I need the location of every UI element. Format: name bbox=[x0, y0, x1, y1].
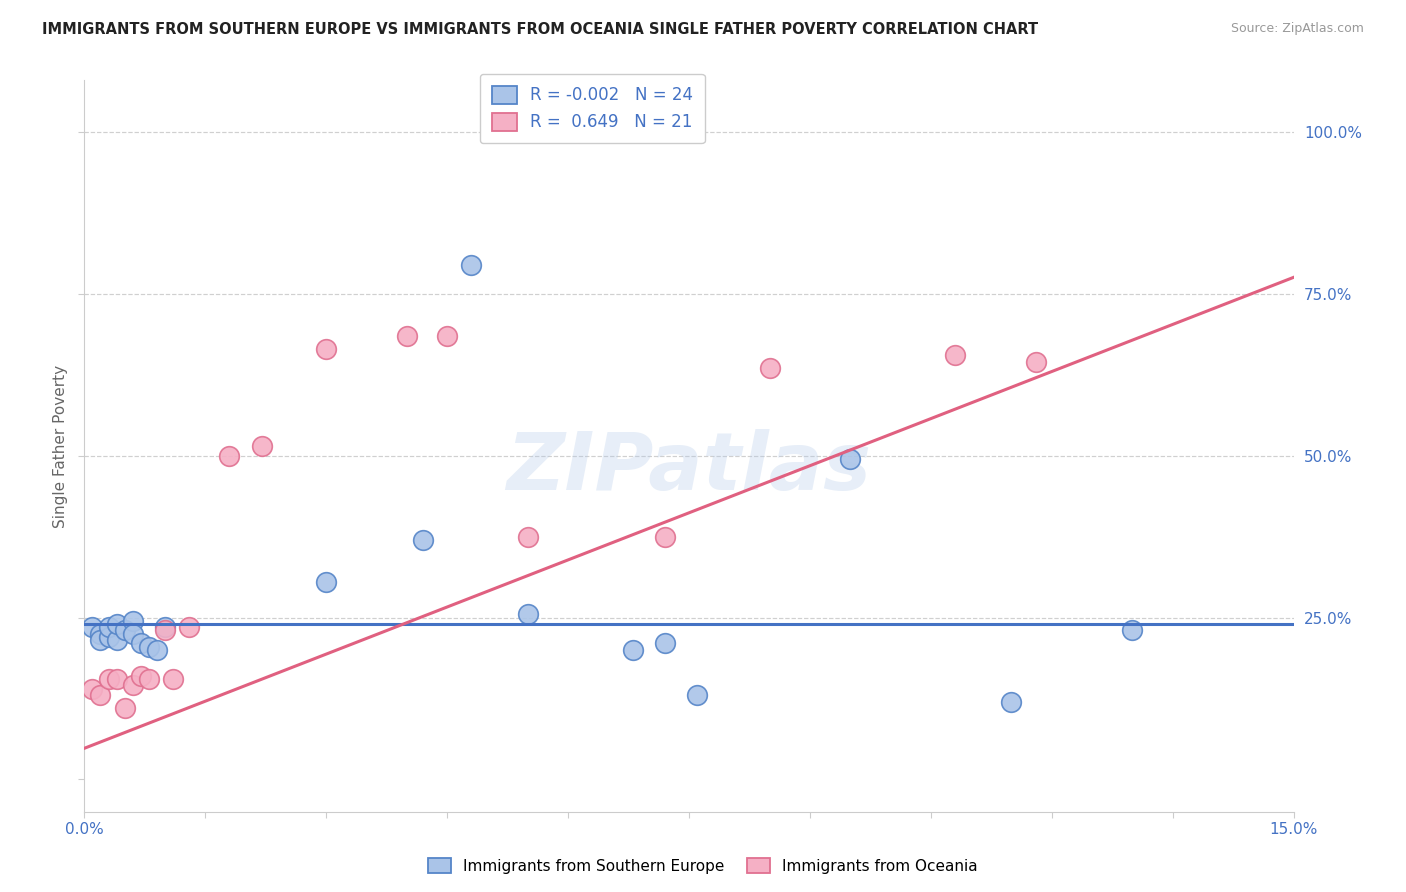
Point bbox=[315, 574, 337, 589]
Point bbox=[146, 643, 169, 657]
Point bbox=[138, 672, 160, 686]
Point bbox=[1025, 355, 1047, 369]
Point bbox=[97, 620, 120, 634]
Point bbox=[1121, 624, 1143, 638]
Point bbox=[82, 681, 104, 696]
Point bbox=[114, 624, 136, 638]
Point bbox=[943, 348, 966, 362]
Point bbox=[516, 607, 538, 622]
Legend: R = -0.002   N = 24, R =  0.649   N = 21: R = -0.002 N = 24, R = 0.649 N = 21 bbox=[479, 74, 704, 143]
Point bbox=[105, 617, 128, 632]
Point bbox=[654, 530, 676, 544]
Point bbox=[621, 643, 644, 657]
Point bbox=[839, 452, 862, 467]
Point bbox=[89, 688, 111, 702]
Point bbox=[654, 636, 676, 650]
Point bbox=[758, 361, 780, 376]
Point bbox=[105, 672, 128, 686]
Point bbox=[97, 630, 120, 644]
Point bbox=[436, 329, 458, 343]
Point bbox=[129, 669, 152, 683]
Point bbox=[114, 701, 136, 715]
Point bbox=[250, 439, 273, 453]
Text: ZIPatlas: ZIPatlas bbox=[506, 429, 872, 507]
Point bbox=[1000, 695, 1022, 709]
Point bbox=[138, 640, 160, 654]
Point bbox=[315, 342, 337, 356]
Point bbox=[218, 449, 240, 463]
Point bbox=[121, 678, 143, 692]
Point bbox=[179, 620, 201, 634]
Y-axis label: Single Father Poverty: Single Father Poverty bbox=[52, 365, 67, 527]
Text: Source: ZipAtlas.com: Source: ZipAtlas.com bbox=[1230, 22, 1364, 36]
Point bbox=[162, 672, 184, 686]
Point bbox=[89, 633, 111, 648]
Point bbox=[153, 624, 176, 638]
Point bbox=[412, 533, 434, 547]
Point bbox=[121, 626, 143, 640]
Point bbox=[105, 633, 128, 648]
Point bbox=[129, 636, 152, 650]
Legend: Immigrants from Southern Europe, Immigrants from Oceania: Immigrants from Southern Europe, Immigra… bbox=[422, 852, 984, 880]
Text: IMMIGRANTS FROM SOUTHERN EUROPE VS IMMIGRANTS FROM OCEANIA SINGLE FATHER POVERTY: IMMIGRANTS FROM SOUTHERN EUROPE VS IMMIG… bbox=[42, 22, 1038, 37]
Point bbox=[153, 620, 176, 634]
Point bbox=[121, 614, 143, 628]
Point bbox=[460, 258, 482, 272]
Point bbox=[97, 672, 120, 686]
Point bbox=[395, 329, 418, 343]
Point bbox=[686, 688, 709, 702]
Point bbox=[82, 620, 104, 634]
Point bbox=[89, 626, 111, 640]
Point bbox=[516, 530, 538, 544]
